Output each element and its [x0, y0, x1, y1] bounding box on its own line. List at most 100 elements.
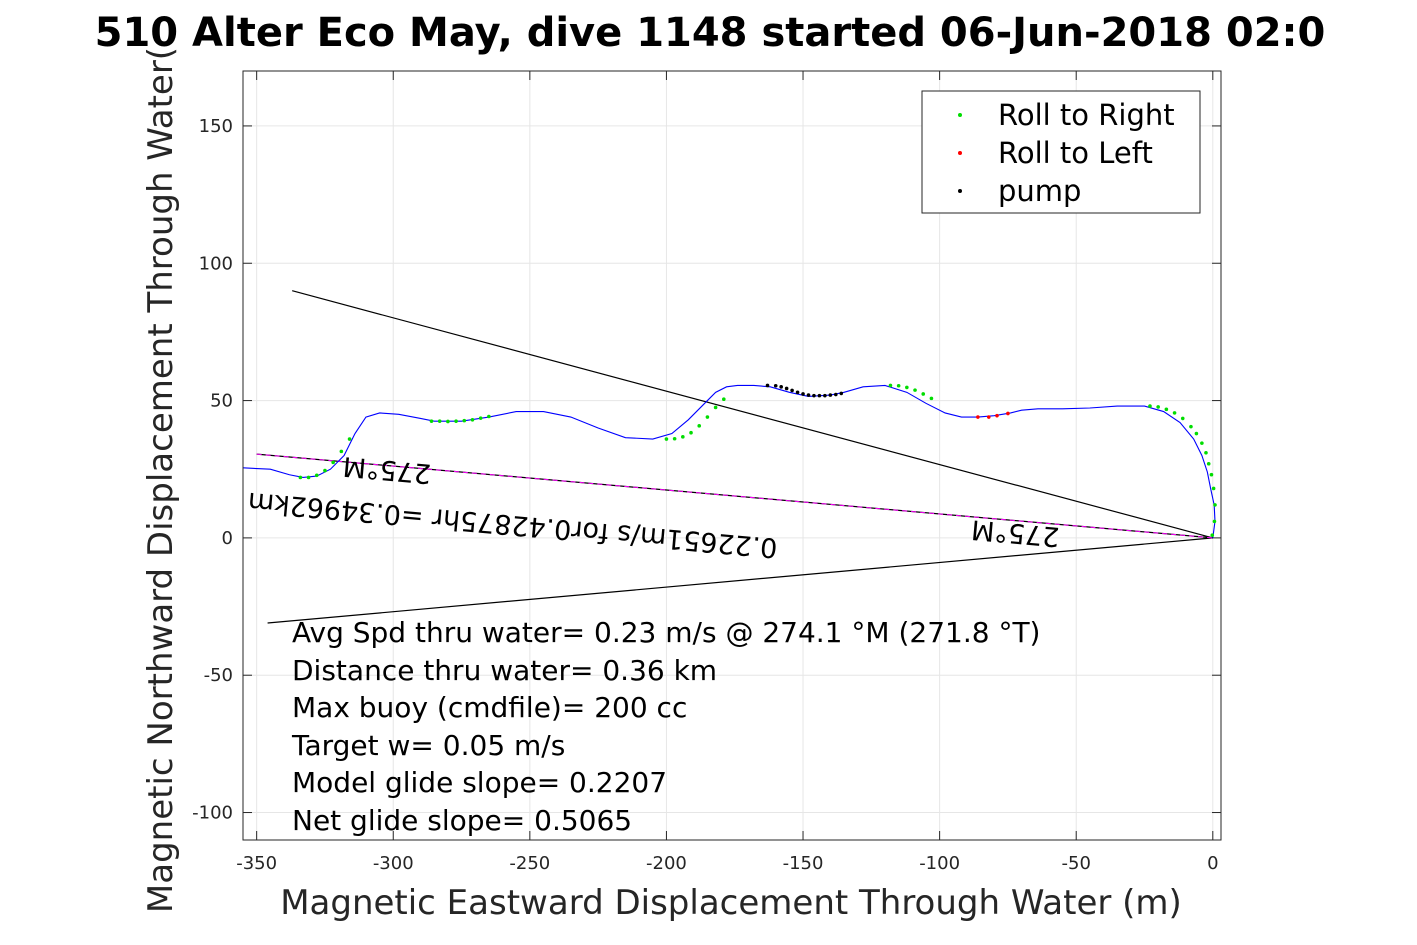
roll-left-point [976, 415, 980, 419]
track-layer [242, 384, 1216, 538]
legend-marker-roll-left [958, 151, 962, 155]
roll-right-point [1189, 424, 1193, 429]
pump-point [784, 386, 789, 391]
point-markers [298, 383, 1217, 537]
roll-right-point [1212, 519, 1217, 524]
cone-lower-line [267, 537, 1213, 624]
x-tick-label: -50 [1062, 853, 1091, 874]
roll-right-point [672, 436, 677, 441]
roll-right-point [1164, 407, 1169, 412]
x-tick-label: 0 [1207, 853, 1218, 874]
pump-point [823, 393, 827, 398]
track-line [242, 384, 1216, 538]
y-tick-label: -100 [192, 803, 233, 824]
roll-right-point [437, 419, 442, 423]
roll-right-point [429, 419, 434, 423]
roll-right-point [1194, 431, 1199, 436]
pump-point [795, 390, 800, 395]
roll-right-point [1209, 472, 1214, 477]
heading-annotation: 275°M [342, 450, 433, 489]
roll-right-point [462, 418, 467, 423]
x-tick-label: -350 [236, 853, 277, 874]
roll-right-point [896, 383, 901, 388]
y-tick-label: 0 [222, 528, 233, 549]
roll-right-point [487, 414, 491, 419]
legend-label-roll-left: Roll to Left [998, 136, 1153, 170]
pump-point [834, 392, 838, 397]
legend-marker-pump [958, 189, 962, 193]
tick-labels: -350 -300 -250 -200 -150 -100 -50 0 -100 -50 0 50 10… [192, 116, 1218, 874]
roll-left-point [1006, 411, 1010, 416]
roll-right-point [446, 419, 450, 424]
roll-right-point [306, 475, 311, 480]
y-tick-label: -50 [204, 665, 233, 686]
roll-right-point [331, 460, 335, 465]
roll-right-point [913, 388, 917, 392]
legend-marker-roll-right [958, 113, 962, 117]
roll-right-point [664, 437, 669, 441]
roll-right-point [689, 430, 693, 435]
roll-right-point [1210, 533, 1215, 537]
legend-label-pump: pump [998, 174, 1081, 208]
roll-right-point [1200, 441, 1204, 445]
grid [243, 71, 1221, 840]
roll-right-point [697, 424, 702, 428]
pump-point [828, 393, 833, 397]
stat-distance: Distance thru water= 0.36 km [292, 654, 717, 687]
x-tick-label: -300 [373, 853, 414, 874]
roll-right-point [470, 417, 475, 422]
roll-right-point [298, 475, 303, 480]
x-tick-label: -100 [919, 853, 960, 874]
roll-right-point [314, 473, 319, 478]
roll-right-point [1180, 416, 1185, 421]
roll-right-point [681, 435, 685, 439]
stat-model-glide: Model glide slope= 0.2207 [292, 766, 667, 799]
pump-point [801, 392, 805, 396]
x-tick-label: -200 [646, 853, 687, 874]
stat-avg-speed: Avg Spd thru water= 0.23 m/s @ 274.1 °M … [292, 616, 1040, 649]
tick-marks [243, 71, 1221, 840]
y-tick-label: 100 [199, 253, 233, 274]
heading-annotation: 275°M [970, 513, 1061, 552]
legend-label-roll-right: Roll to Right [998, 98, 1175, 132]
pump-point [839, 391, 844, 396]
pump-point [773, 383, 778, 388]
y-tick-label: 50 [210, 391, 233, 412]
roll-right-point [1211, 486, 1216, 491]
pump-point [817, 393, 822, 398]
roll-right-point [1156, 405, 1160, 409]
roll-right-point [1206, 461, 1211, 466]
x-tick-label: -150 [783, 853, 824, 874]
roll-right-point [454, 419, 458, 423]
stat-target-w: Target w= 0.05 m/s [291, 729, 565, 762]
roll-right-point [1204, 450, 1208, 455]
stats-block: Avg Spd thru water= 0.23 m/s @ 274.1 °M … [291, 616, 1040, 837]
roll-right-point [347, 437, 352, 441]
legend: Roll to Right Roll to Left pump [921, 90, 1201, 214]
legend-box [921, 90, 1201, 214]
roll-right-point [888, 383, 893, 388]
y-tick-label: 150 [199, 116, 233, 137]
pump-point [806, 393, 811, 397]
roll-right-point [1148, 404, 1152, 408]
pump-point [779, 385, 783, 389]
x-axis-label: Magnetic Eastward Displacement Through W… [280, 883, 1182, 923]
pump-point [765, 383, 770, 388]
mean-heading-magenta-line [256, 453, 1213, 539]
y-axis-label: Magnetic Northward Displacement Through … [141, 47, 181, 913]
roll-right-point [929, 396, 934, 401]
roll-left-point [995, 413, 999, 418]
roll-right-point [705, 415, 710, 419]
roll-right-point [713, 405, 718, 410]
roll-right-point [1213, 503, 1217, 507]
cone-upper-line [292, 290, 1213, 539]
heading-lines [256, 290, 1213, 624]
chart-title: 510 Alter Eco May, dive 1148 started 06-… [95, 10, 1326, 56]
roll-right-point [921, 392, 926, 396]
pump-point [812, 393, 816, 398]
stat-max-buoy: Max buoy (cmdfile)= 200 cc [292, 691, 687, 724]
roll-right-point [1172, 411, 1177, 415]
roll-left-point [986, 415, 991, 419]
pump-point [790, 388, 794, 393]
